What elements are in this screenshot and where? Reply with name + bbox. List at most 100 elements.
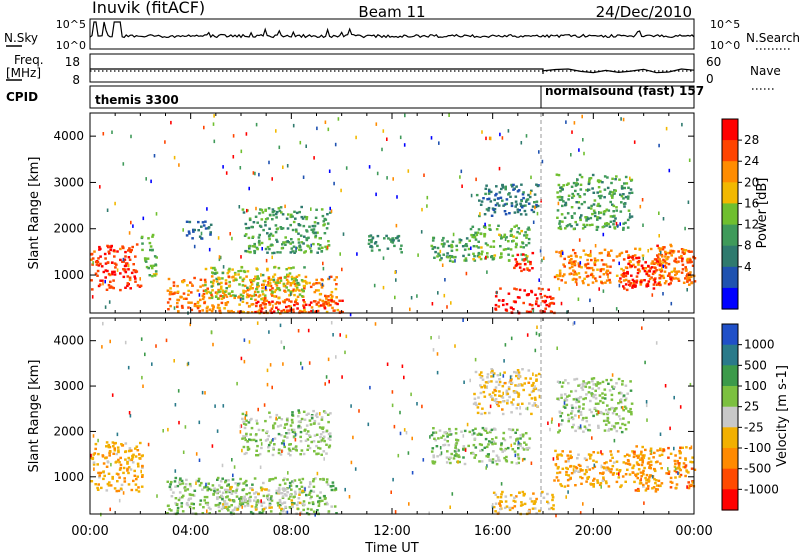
data-cell — [570, 261, 574, 264]
data-cell — [688, 447, 692, 450]
data-cell — [275, 413, 279, 417]
data-cell — [541, 310, 544, 313]
data-cell — [670, 279, 673, 282]
data-cell — [94, 442, 98, 446]
data-cell — [580, 482, 583, 485]
data-cell — [667, 456, 670, 459]
data-cell — [127, 471, 130, 475]
data-cell — [627, 186, 630, 189]
data-cell — [532, 381, 535, 385]
data-cell — [481, 448, 484, 452]
data-cell — [567, 182, 570, 185]
data-cell — [302, 306, 306, 309]
data-cell — [512, 499, 516, 503]
data-cell — [260, 218, 264, 221]
noise-cell — [686, 485, 688, 489]
data-cell — [121, 444, 125, 447]
noise-cell — [294, 438, 297, 442]
data-cell — [642, 469, 645, 473]
data-cell — [547, 501, 550, 505]
data-cell — [259, 438, 262, 442]
noise-cell — [240, 424, 243, 428]
noise-cell — [507, 129, 510, 133]
data-cell — [308, 446, 312, 450]
data-cell — [620, 392, 623, 395]
data-cell — [585, 480, 588, 483]
data-cell — [310, 495, 313, 499]
data-cell — [669, 243, 672, 247]
data-cell — [612, 210, 615, 213]
noise-cell — [374, 322, 377, 326]
noise-cell — [565, 495, 567, 499]
data-cell — [674, 277, 678, 280]
noise-cell — [393, 424, 396, 429]
data-cell — [630, 274, 633, 277]
data-cell — [530, 304, 534, 307]
noise-cell — [150, 179, 152, 184]
data-cell — [498, 191, 502, 194]
data-cell — [222, 503, 225, 506]
data-cell — [635, 461, 639, 464]
noise-cell — [322, 261, 324, 266]
data-cell — [215, 292, 219, 295]
noise-cell — [391, 390, 394, 394]
noise-cell — [486, 464, 488, 468]
data-cell — [568, 266, 572, 270]
data-cell — [303, 287, 306, 290]
data-cell — [206, 503, 209, 506]
noise-cell — [620, 117, 622, 121]
data-cell — [278, 302, 281, 305]
data-cell — [659, 260, 662, 263]
data-cell — [505, 389, 509, 392]
data-cell — [214, 272, 217, 275]
data-cell — [267, 493, 271, 496]
data-cell — [624, 407, 628, 410]
data-cell — [370, 244, 373, 248]
data-cell — [530, 208, 534, 212]
data-cell — [275, 284, 279, 287]
data-cell — [285, 268, 288, 271]
data-cell — [664, 255, 667, 258]
noise-cell — [327, 127, 330, 132]
noise-cell — [104, 279, 106, 284]
data-cell — [228, 280, 231, 284]
data-cell — [255, 301, 258, 305]
data-cell — [109, 280, 112, 283]
data-cell — [606, 176, 609, 179]
noise-cell — [426, 204, 428, 208]
data-cell — [601, 401, 605, 404]
data-cell — [478, 443, 482, 446]
data-cell — [282, 489, 286, 492]
noise-cell — [232, 134, 235, 138]
data-cell — [679, 452, 682, 455]
data-cell — [509, 306, 513, 309]
data-cell — [662, 449, 666, 452]
data-cell — [513, 496, 516, 499]
noise-cell — [350, 404, 352, 408]
data-cell — [688, 279, 692, 282]
data-cell — [458, 241, 462, 244]
data-cell — [199, 298, 202, 302]
data-cell — [690, 281, 693, 285]
data-cell — [643, 279, 646, 282]
noise-cell — [213, 139, 216, 144]
noise-cell — [263, 403, 266, 407]
data-cell — [504, 459, 508, 462]
data-cell — [626, 226, 630, 229]
data-cell — [227, 270, 231, 273]
noise-cell — [665, 126, 668, 131]
data-cell — [607, 382, 610, 385]
data-cell — [631, 278, 635, 282]
noise-cell — [286, 164, 289, 168]
data-cell — [148, 241, 152, 245]
data-cell — [492, 208, 496, 211]
noise-cell — [510, 336, 513, 341]
data-cell — [479, 257, 483, 261]
data-cell — [667, 472, 671, 475]
data-cell — [450, 243, 453, 247]
data-cell — [605, 222, 609, 225]
data-cell — [325, 443, 328, 446]
data-cell — [584, 427, 588, 430]
data-cell — [287, 274, 290, 277]
data-cell — [521, 193, 525, 196]
